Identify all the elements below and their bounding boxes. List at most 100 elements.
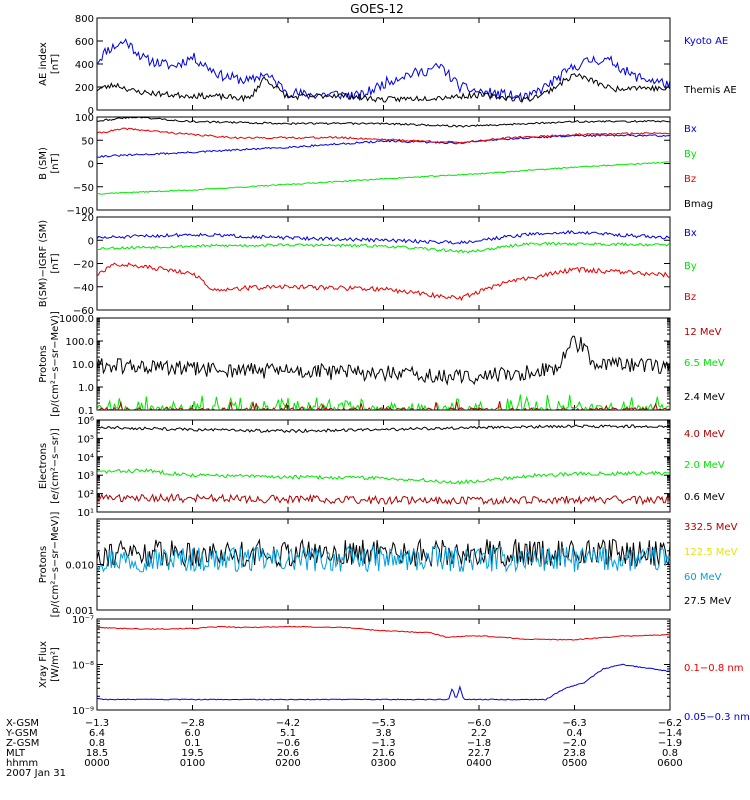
panel-frame bbox=[96, 317, 671, 411]
x-row-value: 0600 bbox=[657, 758, 682, 769]
legend-entry: Themis AE bbox=[683, 85, 737, 96]
x-row-value: −5.3 bbox=[371, 718, 395, 729]
y-tick-label: 10⁶ bbox=[77, 416, 94, 427]
y-tick-label: 1.0 bbox=[78, 383, 94, 394]
y-axis-label-line: [e/(cm²−s−sr)] bbox=[50, 428, 61, 504]
panel-bsm: −100 −50 0 50 100 B (SM)[nT] Bx By Bz Bmag bbox=[38, 113, 713, 217]
series-line-2-0-mev bbox=[97, 468, 670, 486]
legend-entry: 6.5 MeV bbox=[684, 358, 725, 369]
x-row-value: −6.0 bbox=[467, 718, 491, 729]
x-row-value: 6.4 bbox=[89, 728, 105, 739]
x-row-value: 0000 bbox=[84, 758, 109, 769]
series-line-6-5-mev bbox=[97, 394, 670, 410]
x-row-value: −6.2 bbox=[658, 718, 682, 729]
x-row-value: −1.4 bbox=[658, 728, 682, 739]
series-line-by bbox=[97, 241, 670, 254]
series-line-2-4-mev bbox=[97, 335, 670, 386]
legend-entry: By bbox=[684, 261, 697, 272]
x-row-label: MLT bbox=[6, 748, 26, 759]
y-tick-label: 1000.0 bbox=[59, 314, 94, 325]
panel-protons_high: 0.001 0.010 Protons[p/(cm²−s−sr−MeV)] 332.5… bbox=[38, 511, 738, 617]
x-row-value: 0.8 bbox=[89, 738, 105, 749]
x-row-value: 0.8 bbox=[662, 748, 678, 759]
y-tick-label: 0.010 bbox=[65, 561, 94, 572]
legend-entry: Bz bbox=[684, 174, 696, 185]
x-row-value: 0100 bbox=[180, 758, 205, 769]
y-tick-label: 0 bbox=[88, 160, 94, 171]
y-axis-label-line: Electrons bbox=[38, 443, 49, 489]
x-row-value: 0200 bbox=[275, 758, 300, 769]
y-axis-label-line: B(SM)−IGRF (SM) bbox=[38, 220, 49, 307]
x-row-value: 0300 bbox=[371, 758, 396, 769]
legend-entry: 0.6 MeV bbox=[684, 492, 725, 503]
y-tick-label: −100 bbox=[67, 206, 94, 217]
y-tick-label: 600 bbox=[75, 37, 94, 48]
x-row-value: −0.6 bbox=[276, 738, 300, 749]
date-label: 2007 Jan 31 bbox=[6, 768, 66, 779]
x-row-label: X-GSM bbox=[6, 718, 39, 729]
y-axis-label: Protons[p/(cm²−s−sr−MeV)] bbox=[38, 311, 61, 417]
y-axis-label-line: Protons bbox=[38, 345, 49, 382]
y-axis-label-line: B (SM) bbox=[38, 147, 49, 180]
y-tick-label: 10¹ bbox=[77, 508, 94, 519]
legend-entry: 60 MeV bbox=[684, 572, 722, 583]
y-tick-label: 400 bbox=[75, 60, 94, 71]
x-row-value: 2.2 bbox=[471, 728, 487, 739]
x-row-value: −6.3 bbox=[562, 718, 586, 729]
legend-entry: 4.0 MeV bbox=[684, 429, 725, 440]
x-row-label: Z-GSM bbox=[6, 738, 39, 749]
panel-frame bbox=[96, 116, 671, 211]
y-tick-label: 0 bbox=[88, 106, 94, 117]
y-tick-label: −40 bbox=[73, 283, 94, 294]
series-line-bx bbox=[97, 229, 670, 245]
series-line-60-mev bbox=[97, 545, 670, 573]
series-group bbox=[97, 335, 670, 410]
legend-entry: 0.05−0.3 nm bbox=[684, 712, 750, 723]
series-line-4-0-mev bbox=[97, 492, 670, 506]
x-row-value: 20.6 bbox=[277, 748, 299, 759]
y-axis-label: Xray Flux[W/m²] bbox=[38, 641, 61, 688]
y-axis-label: Electrons[e/(cm²−s−sr)] bbox=[38, 428, 61, 504]
series-line-bz bbox=[97, 262, 670, 302]
x-row-value: −1.9 bbox=[658, 738, 682, 749]
legend-entry: 332.5 MeV bbox=[684, 522, 738, 533]
series-line-themis-ae bbox=[97, 73, 670, 103]
legend-entry: Bx bbox=[684, 124, 697, 135]
x-row-label: hhmm bbox=[6, 758, 38, 769]
x-row-value: 5.1 bbox=[280, 728, 296, 739]
series-line-12-mev bbox=[97, 400, 670, 410]
panel-frame bbox=[96, 216, 671, 311]
series-group bbox=[97, 625, 670, 701]
x-row-label: Y-GSM bbox=[5, 728, 38, 739]
x-row-value: 21.6 bbox=[372, 748, 394, 759]
y-axis-label-line: [p/(cm²−s−sr−MeV)] bbox=[50, 511, 61, 617]
series-line-27-5-mev bbox=[97, 537, 670, 568]
y-tick-label: 10⁻⁹ bbox=[72, 706, 94, 717]
series-group bbox=[97, 424, 670, 506]
panel-frame bbox=[96, 518, 671, 611]
x-row-value: 0500 bbox=[562, 758, 587, 769]
panel-frame bbox=[96, 618, 671, 711]
y-tick-label: 10⁵ bbox=[77, 434, 94, 445]
y-tick-label: 100 bbox=[75, 113, 94, 124]
y-tick-label: 0.1 bbox=[78, 406, 94, 417]
legend-entry: 2.4 MeV bbox=[684, 392, 725, 403]
series-group bbox=[97, 537, 670, 573]
series-group bbox=[97, 38, 670, 104]
y-tick-label: 10.0 bbox=[72, 360, 94, 371]
series-group bbox=[97, 117, 670, 195]
legend-entry: By bbox=[684, 149, 697, 160]
panel-ae: 0 200 400 600 800 AE index[nT] Kyoto AE Themis … bbox=[38, 14, 737, 117]
y-tick-label: −60 bbox=[73, 306, 94, 317]
y-axis-label: Protons[p/(cm²−s−sr−MeV)] bbox=[38, 511, 61, 617]
legend-entry: 12 MeV bbox=[684, 327, 722, 338]
x-row-value: 22.7 bbox=[468, 748, 490, 759]
legend-entry: 0.1−0.8 nm bbox=[684, 663, 743, 674]
y-axis-label-line: Protons bbox=[38, 546, 49, 583]
panel-electrons: 10¹ 10² 10³ 10⁴ 10⁵ 10⁶ Electrons[e/(cm²−s−sr)… bbox=[38, 416, 725, 519]
panel-protons_low: 0.11.010.0100.01000.0Protons[p/(cm²−s−sr… bbox=[38, 311, 725, 417]
series-line-0-6-mev bbox=[97, 424, 670, 434]
y-tick-label: −50 bbox=[73, 183, 94, 194]
